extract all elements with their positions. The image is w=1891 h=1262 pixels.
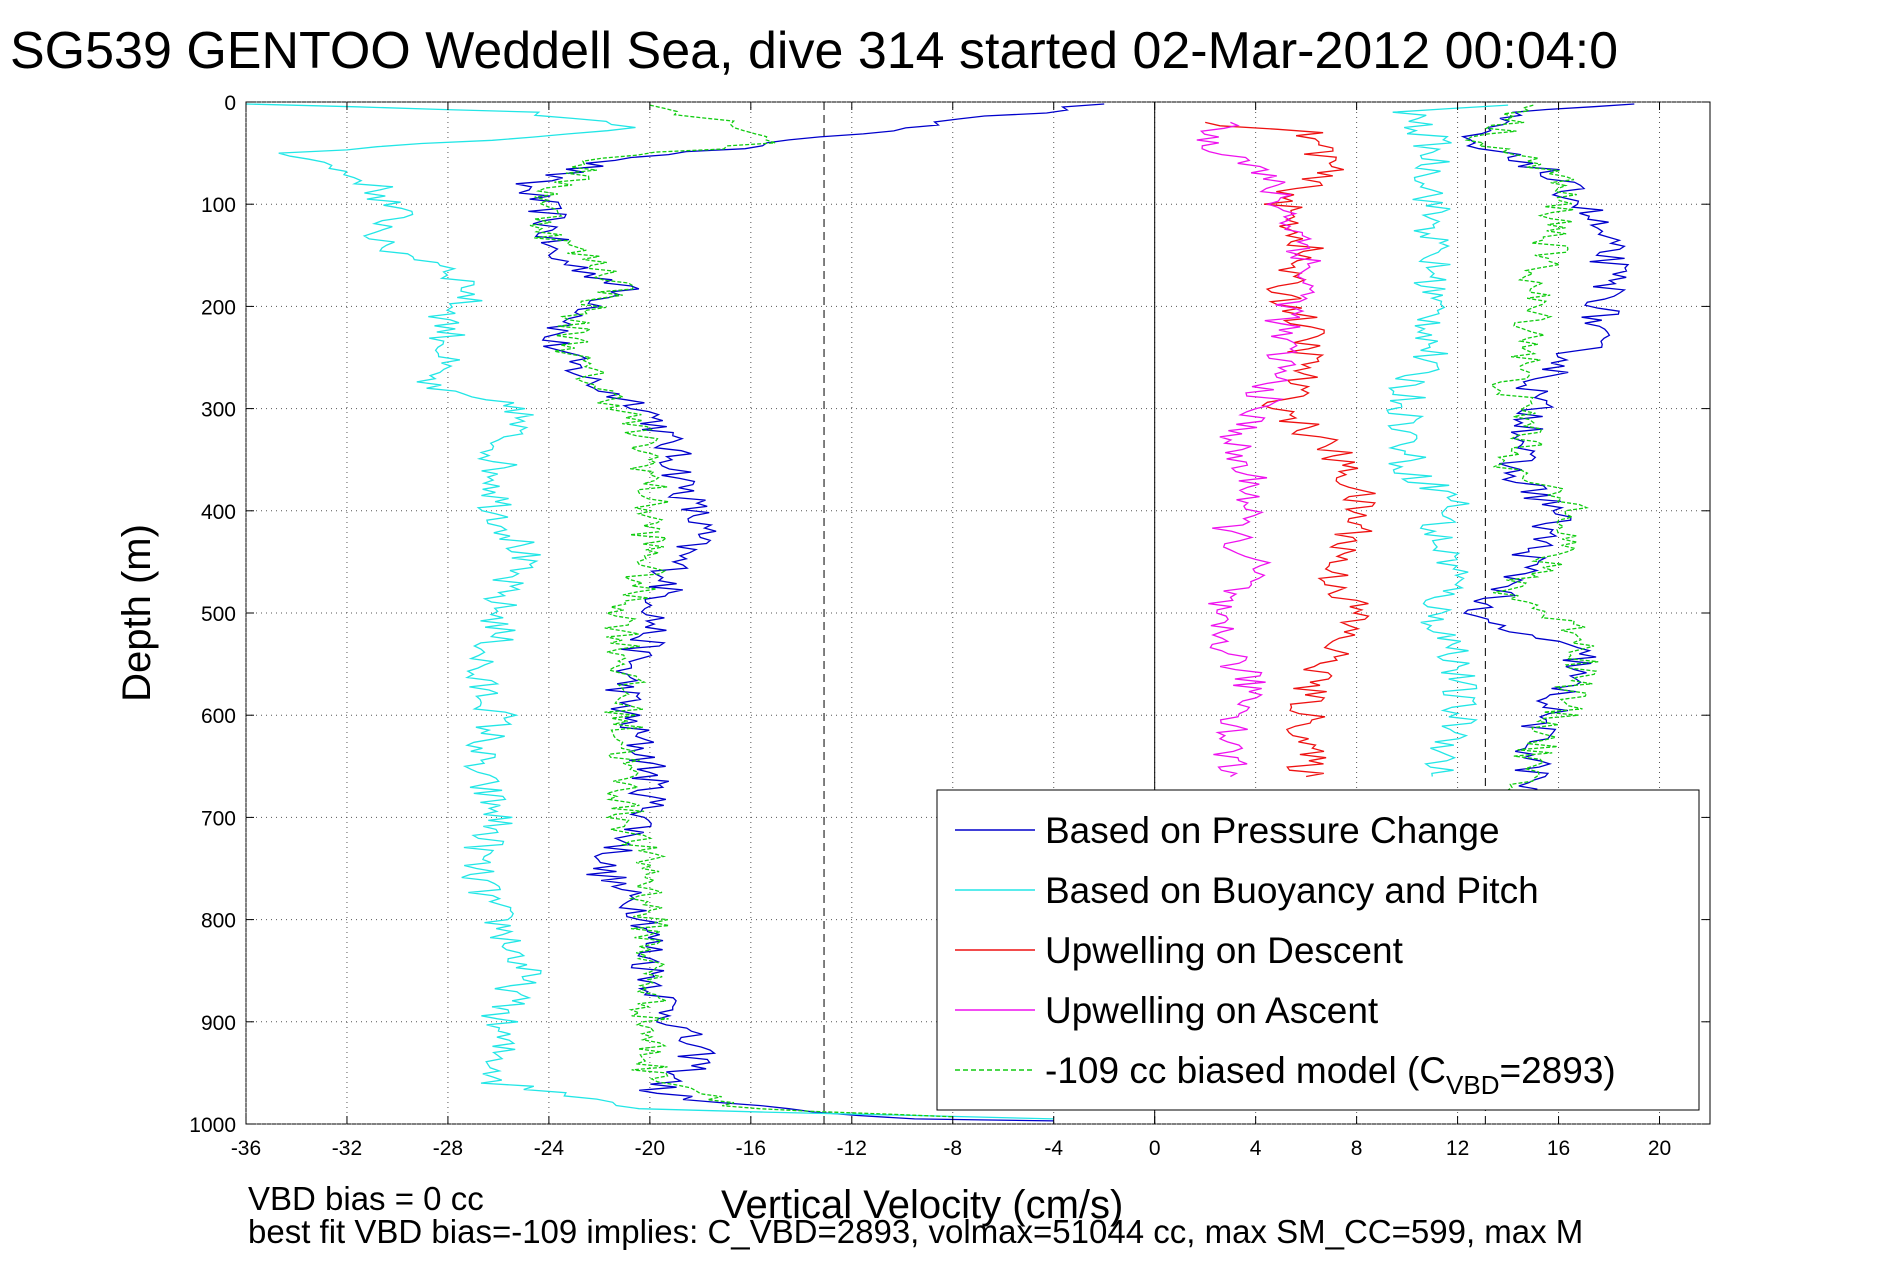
y-axis-label: Depth (m) [115, 524, 159, 702]
chart-title: SG539 GENTOO Weddell Sea, dive 314 start… [10, 22, 1618, 80]
legend-label: -109 cc biased model (CVBD=2893) [1045, 1050, 1616, 1100]
y-tick-label: 800 [201, 910, 236, 933]
x-tick-label: -28 [433, 1137, 463, 1160]
legend-box [936, 789, 1700, 1111]
series-lines [245, 103, 1635, 1122]
legend-label-part: =2893) [1500, 1050, 1616, 1091]
y-tick-label: 100 [201, 194, 236, 217]
x-axis-ticks: -36 -32 -28 -24 -20 -16 -12 -8 -4 0 4 8 12 16 20 [231, 102, 1671, 1160]
x-tick-label: -8 [943, 1137, 962, 1160]
series-line-upwelling_ascent [1196, 121, 1322, 778]
series-line-upwelling_descent [1205, 121, 1377, 778]
footnote-best-fit: best fit VBD bias=-109 implies: C_VBD=28… [248, 1213, 1583, 1250]
x-tick-label: 16 [1547, 1137, 1570, 1160]
x-tick-label: -16 [736, 1137, 766, 1160]
x-tick-label: -20 [635, 1137, 665, 1160]
x-tick-label: -24 [534, 1137, 565, 1160]
x-tick-label: 4 [1250, 1137, 1262, 1160]
x-tick-label: 20 [1648, 1137, 1671, 1160]
y-tick-label: 400 [201, 501, 236, 524]
series-line-descent [245, 103, 1054, 1120]
series-line-descent [529, 104, 953, 1118]
legend-label-subscript: VBD [1446, 1070, 1499, 1100]
x-tick-label: 8 [1351, 1137, 1363, 1160]
legend-label: Based on Buoyancy and Pitch [1045, 870, 1539, 911]
series-line-ascent [1386, 104, 1509, 777]
y-axis-ticks: 0 100 200 300 400 500 600 700 800 900 1000 [189, 92, 1710, 1137]
legend-label: Upwelling on Ascent [1045, 990, 1379, 1031]
series-line-ascent [1460, 103, 1635, 819]
legend-label-part: -109 cc biased model (C [1045, 1050, 1446, 1091]
y-tick-label: 200 [201, 296, 236, 319]
series-line-ascent [1464, 104, 1599, 798]
x-tick-label: 0 [1149, 1137, 1161, 1160]
legend: Based on Pressure Change Based on Buoyanc… [936, 789, 1700, 1111]
y-tick-label: 0 [224, 92, 236, 115]
y-tick-label: 600 [201, 705, 236, 728]
x-tick-label: -4 [1044, 1137, 1063, 1160]
x-axis-label: Vertical Velocity (cm/s) [721, 1183, 1123, 1227]
legend-label: Upwelling on Descent [1045, 930, 1404, 971]
y-tick-label: 300 [201, 399, 236, 422]
series-line-descent [515, 103, 1105, 1122]
x-tick-label: -32 [332, 1137, 362, 1160]
x-tick-label: -36 [231, 1137, 261, 1160]
y-tick-label: 900 [201, 1012, 236, 1035]
x-tick-label: -12 [837, 1137, 867, 1160]
y-tick-label: 700 [201, 807, 236, 830]
legend-label: Based on Pressure Change [1045, 810, 1500, 851]
y-tick-label: 500 [201, 603, 236, 626]
y-tick-label: 1000 [189, 1114, 236, 1137]
footnote-vbd-bias: VBD bias = 0 cc [248, 1180, 484, 1217]
x-tick-label: 12 [1446, 1137, 1469, 1160]
